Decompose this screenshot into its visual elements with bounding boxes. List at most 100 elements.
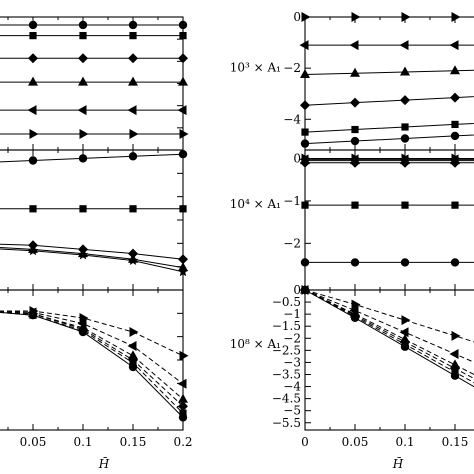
- x-axis-label-left: H̄: [98, 456, 110, 471]
- data-point-triangle-up: [350, 67, 360, 77]
- data-point-square: [301, 201, 309, 209]
- panel-frame: [304, 289, 474, 431]
- data-point-triangle-right: [29, 129, 39, 140]
- data-point-circle: [300, 139, 310, 148]
- y-tick-label: −3.5: [272, 367, 301, 381]
- series-line: [304, 134, 474, 145]
- series-line: [304, 289, 474, 376]
- series-triangle-right: [301, 12, 474, 22]
- y-tick-label: 0: [293, 10, 301, 24]
- panel-frame: [0, 149, 184, 291]
- series-square: [301, 201, 474, 209]
- y-tick-label: −4: [283, 112, 301, 126]
- data-point-square: [351, 125, 359, 134]
- data-point-triangle-right: [401, 12, 411, 22]
- data-point-triangle-right: [79, 129, 89, 140]
- data-point-triangle-up: [178, 76, 188, 86]
- x-tick-label: 0.15: [442, 435, 469, 449]
- y-tick-label: −1.5: [272, 319, 301, 333]
- data-point-triangle-left: [127, 105, 137, 116]
- series-line: [0, 311, 184, 400]
- panel-left-bottom: 00.050.10.150.2: [0, 289, 193, 449]
- data-point-square: [301, 128, 309, 136]
- data-point-circle: [178, 150, 188, 159]
- data-point-triangle-left: [449, 40, 459, 51]
- series-diamond: [0, 53, 188, 64]
- series-square: [0, 32, 187, 40]
- y-tick-label: −2: [283, 61, 301, 75]
- data-point-triangle-left: [77, 105, 87, 116]
- data-point-triangle-left: [399, 327, 409, 338]
- data-point-square: [179, 205, 187, 213]
- series-triangle-left: [299, 40, 474, 51]
- data-point-circle: [400, 342, 410, 351]
- data-point-diamond: [78, 53, 88, 64]
- data-point-triangle-left: [399, 40, 409, 51]
- data-point-triangle-up: [78, 76, 88, 86]
- data-point-circle: [28, 20, 38, 30]
- y-tick-label: 0: [293, 151, 301, 165]
- data-point-triangle-right: [129, 129, 139, 140]
- series-square: [0, 311, 187, 417]
- data-point-square: [79, 32, 87, 40]
- series-line: [0, 310, 184, 357]
- data-point-triangle-right: [401, 315, 411, 326]
- data-point-diamond: [350, 97, 360, 108]
- data-point-circle: [400, 134, 410, 143]
- data-point-square: [401, 201, 409, 209]
- series-line: [0, 311, 184, 407]
- data-point-diamond: [350, 157, 360, 168]
- panel-frame: [0, 16, 184, 151]
- panel-left-top: [0, 16, 189, 151]
- data-point-circle: [350, 258, 360, 267]
- data-point-diamond: [400, 95, 410, 106]
- data-point-circle: [450, 258, 460, 267]
- series-line: [304, 289, 474, 384]
- data-point-triangle-up: [450, 65, 460, 75]
- panel-right-top: 0 −2 −4 10³ × A₁: [230, 10, 474, 151]
- data-point-square: [129, 205, 137, 213]
- data-point-square: [29, 32, 37, 40]
- data-point-triangle-right: [179, 129, 189, 140]
- series-line: [304, 96, 474, 106]
- y-tick-label: −2: [283, 331, 301, 345]
- data-point-triangle-left: [177, 105, 187, 116]
- data-point-triangle-up: [128, 350, 138, 360]
- series-diamond: [300, 157, 474, 168]
- y-tick-label: −3: [283, 355, 301, 369]
- series-triangle-up: [0, 308, 188, 403]
- panel-frame: [304, 16, 474, 151]
- data-point-diamond: [178, 401, 188, 412]
- data-point-square: [29, 205, 37, 213]
- data-point-diamond: [450, 92, 460, 103]
- data-point-triangle-left: [349, 40, 359, 51]
- y-tick-label: 0: [293, 283, 301, 297]
- series-square: [301, 286, 474, 384]
- data-point-circle: [350, 313, 360, 322]
- x-tick-label: 0.05: [20, 435, 47, 449]
- data-point-diamond: [400, 157, 410, 168]
- data-point-triangle-right: [129, 327, 139, 337]
- series-circle: [0, 150, 188, 165]
- data-point-circle: [78, 20, 88, 30]
- panel-frame: [304, 149, 474, 291]
- series-square: [0, 205, 187, 213]
- data-point-circle: [300, 258, 310, 267]
- data-point-diamond: [450, 157, 460, 168]
- data-point-circle: [178, 20, 188, 30]
- data-point-triangle-left: [177, 378, 187, 389]
- series-line: [304, 122, 474, 133]
- series-line: [0, 243, 184, 260]
- y-axis-label: 10⁴ × A₁: [230, 197, 281, 211]
- data-point-circle: [300, 285, 310, 295]
- data-point-square: [401, 123, 409, 131]
- series-triangle-left: [0, 307, 187, 389]
- series-square: [301, 120, 474, 136]
- data-point-square: [451, 120, 459, 129]
- y-tick-label: −5: [283, 404, 301, 418]
- data-point-square: [79, 205, 87, 213]
- series-triangle-up: [300, 284, 474, 376]
- data-point-circle: [350, 136, 360, 146]
- x-tick-label: 0.2: [173, 435, 192, 449]
